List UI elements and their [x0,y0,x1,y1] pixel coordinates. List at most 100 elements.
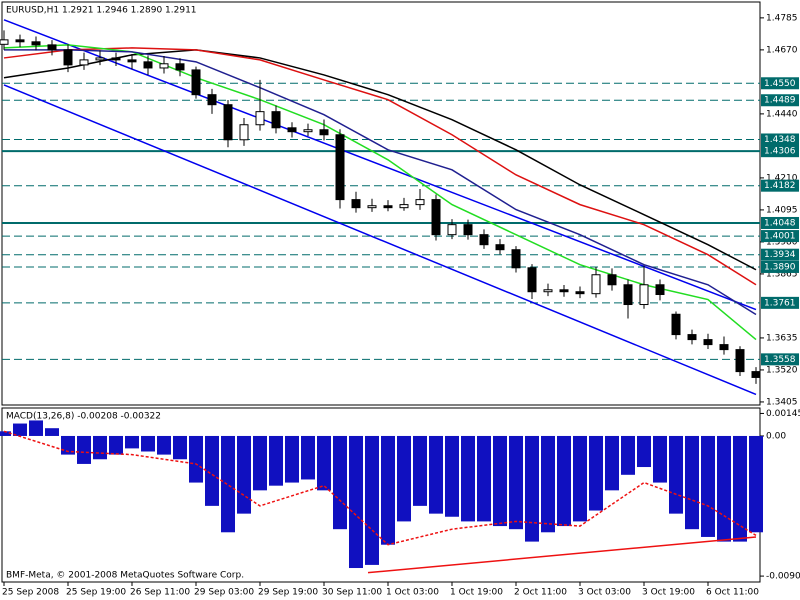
macd-bar [285,435,299,483]
candle-body [127,59,137,63]
level-label: 1.3890 [764,262,796,272]
macd-bar [125,435,139,449]
macd-bar [541,435,555,533]
macd-bar [173,435,187,460]
x-tick-label: 30 Sep 11:00 [322,588,382,598]
candle-body [175,63,185,71]
macd-bar [301,435,315,480]
macd-bar [381,435,395,545]
candle-body [463,224,473,236]
macd-bar [61,435,75,455]
y-tick-label: 1.3865 [766,269,798,279]
y-tick-label: 1.4670 [766,45,798,55]
macd-title: MACD(13,26,8) -0.00208 -0.00322 [6,412,161,422]
macd-bar [237,435,251,514]
candle-body [495,244,505,251]
macd-bar [189,435,203,483]
macd-bar [333,435,347,530]
level-label: 1.4182 [764,181,796,191]
candle-body [687,334,697,341]
y-tick-label: 1.4210 [766,173,798,183]
macd-bar [637,435,651,468]
candle-body [303,129,313,133]
y-tick-label: 0.00145 [766,409,800,419]
macd-bar [77,435,91,464]
macd-bar [509,435,523,530]
macd-bar [205,435,219,506]
y-tick-label: 1.3405 [766,397,798,407]
y-tick-label: 1.4785 [766,13,798,23]
level-tag [761,133,799,146]
candle-body [223,104,233,141]
macd-bar [45,428,59,436]
macd-bar [749,435,763,533]
macd-bar [141,435,155,452]
candle-body [47,44,57,51]
macd-bar [269,435,283,486]
x-tick-label: 1 Oct 03:00 [386,588,439,598]
level-tag [761,94,799,107]
macd-bar [493,435,507,527]
x-tick-label: 3 Oct 19:00 [642,588,695,598]
candle-body [639,284,649,306]
level-tag [761,248,799,261]
level-tag [761,230,799,243]
candle-body [207,94,217,106]
candle-body [479,234,489,246]
y-tick-label: 0.00 [766,431,786,441]
x-tick-label: 29 Sep 03:00 [194,588,254,598]
candle-body [399,204,409,209]
candle-body [0,39,9,45]
level-tag [761,296,799,309]
channel-line [3,19,757,311]
macd-bar [605,435,619,491]
divergence-line [367,536,757,574]
level-tag [761,145,799,158]
level-tag [761,216,799,229]
macd-bar [557,435,571,527]
y-tick-label: 1.4440 [766,109,798,119]
y-tick-label: 1.3980 [766,237,798,247]
macd-bar [29,420,43,436]
candle-body [191,69,201,96]
macd-bar [429,435,443,514]
candle-body [255,111,265,126]
candle-body [15,39,25,43]
macd-bar [573,435,587,522]
macd-bar [525,435,539,542]
level-label: 1.4001 [764,232,796,242]
candle-body [111,57,121,61]
price-panel [1,1,761,406]
candle-body [335,134,345,201]
chart-title: EURUSD,H1 1.2921 1.2946 1.2890 1.2911 [6,6,197,16]
candle-body [79,59,89,66]
y-tick-label: 1.3520 [766,365,798,375]
macd-bar [157,435,171,455]
candle-body [447,224,457,236]
candle-body [239,124,249,141]
candle-body [415,199,425,206]
x-tick-label: 25 Sep 2008 [2,588,59,598]
copyright: BMF-Meta, © 2001-2008 MetaQuotes Softwar… [6,571,244,581]
x-tick-label: 25 Sep 19:00 [66,588,126,598]
candle-body [159,63,169,69]
macd-bar [653,435,667,483]
level-label: 1.3761 [764,298,796,308]
macd-bar [317,435,331,491]
level-label: 1.4048 [764,218,796,228]
macd-bar [669,435,683,514]
candle-body [719,344,729,351]
candle-body [431,199,441,236]
y-tick-label: 1.4095 [766,205,798,215]
moving-average [4,49,757,316]
signal-line [3,430,757,546]
candle-body [655,284,665,296]
level-tag [761,77,799,90]
candle-body [703,339,713,346]
macd-bar [589,435,603,511]
candle-body [31,41,41,46]
candle-body [543,289,553,293]
candle-body [63,49,73,66]
